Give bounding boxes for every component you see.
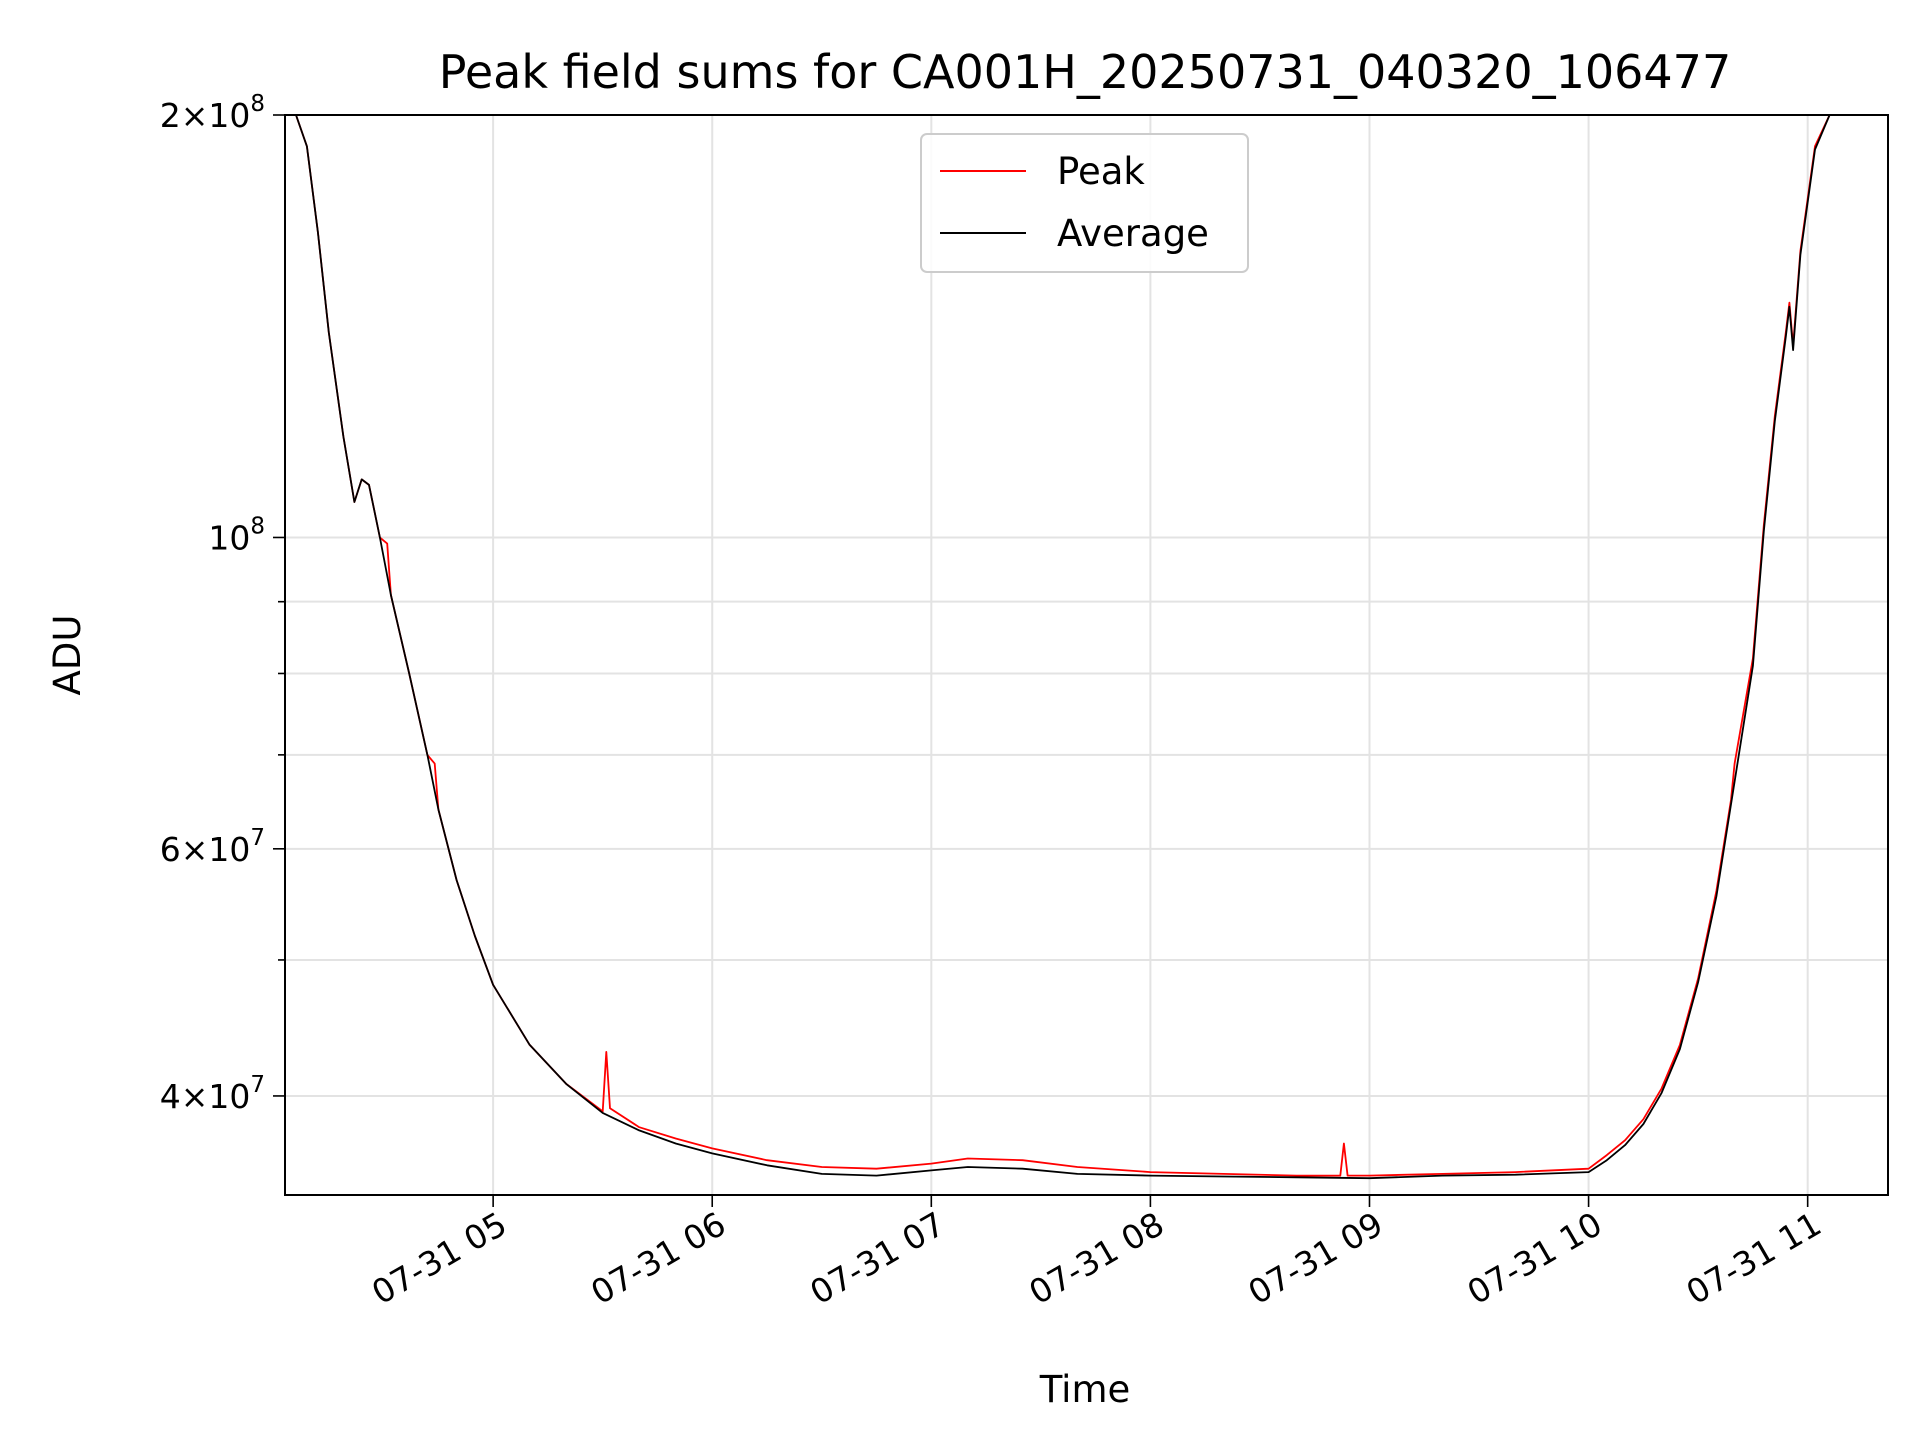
chart-title: Peak field sums for CA001H_20250731_0403… — [439, 45, 1731, 99]
legend: Peak Average — [920, 133, 1249, 273]
y-axis-label: ADU — [46, 615, 89, 696]
y-tick-label: 2×108 — [160, 91, 265, 135]
plot-series — [285, 114, 1888, 1180]
y-tick-label: 108 — [208, 513, 265, 557]
series-line-peak — [285, 114, 1888, 1177]
legend-label-peak: Peak — [1057, 150, 1145, 193]
x-axis-label: Time — [1039, 1368, 1131, 1411]
y-tick-label: 6×107 — [160, 825, 265, 869]
legend-box — [920, 133, 1249, 273]
y-tick-label: 4×107 — [160, 1072, 265, 1116]
legend-label-average: Average — [1057, 212, 1209, 255]
plot-area-frame — [284, 114, 1889, 1196]
series-line-average — [285, 114, 1888, 1180]
